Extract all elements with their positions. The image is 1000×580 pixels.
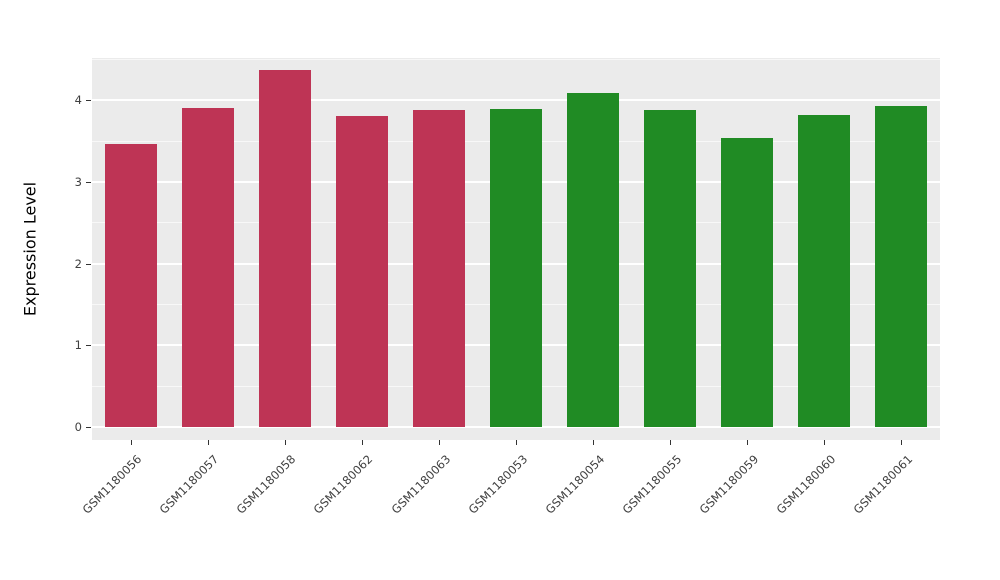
x-tick-label: GSM1180059 bbox=[696, 452, 762, 517]
bar-GSM1180054 bbox=[567, 93, 620, 427]
x-tick-mark bbox=[516, 440, 517, 445]
y-tick-label: 0 bbox=[74, 419, 82, 434]
y-axis-title: Expression Level bbox=[20, 181, 40, 317]
gridline-major bbox=[92, 99, 940, 102]
bar-GSM1180059 bbox=[721, 137, 774, 427]
bar-GSM1180058 bbox=[258, 70, 311, 427]
x-tick-label: GSM1180060 bbox=[773, 452, 839, 517]
x-tick-mark bbox=[361, 440, 363, 445]
plot-panel bbox=[92, 58, 940, 440]
y-tick-label: 3 bbox=[74, 175, 82, 190]
gridline-major bbox=[92, 425, 940, 428]
x-tick-mark bbox=[901, 440, 903, 445]
bar-GSM1180062 bbox=[335, 115, 388, 427]
x-tick-mark bbox=[438, 440, 440, 445]
x-tick-label: GSM1180061 bbox=[850, 452, 916, 517]
bar-GSM1180053 bbox=[490, 108, 542, 427]
bar-GSM1180056 bbox=[104, 143, 157, 427]
bar-GSM1180057 bbox=[181, 107, 234, 427]
x-tick-label: GSM1180058 bbox=[234, 452, 299, 517]
x-tick-mark bbox=[284, 440, 286, 445]
y-tick-label: 4 bbox=[74, 93, 82, 108]
x-tick-label: GSM1180063 bbox=[388, 452, 453, 517]
y-tick-mark bbox=[86, 182, 91, 184]
x-tick-mark bbox=[593, 440, 595, 445]
bar-GSM1180063 bbox=[412, 110, 465, 427]
y-tick-mark bbox=[86, 426, 91, 428]
x-tick-mark bbox=[130, 440, 132, 445]
y-tick-mark bbox=[86, 345, 91, 347]
y-tick-label: 1 bbox=[74, 338, 82, 353]
x-tick-label: GSM1180053 bbox=[465, 452, 530, 517]
gridline-minor bbox=[92, 59, 940, 61]
y-tick-mark bbox=[86, 100, 91, 102]
x-tick-mark bbox=[747, 440, 749, 445]
x-tick-mark bbox=[207, 440, 209, 445]
bar-GSM1180061 bbox=[875, 106, 928, 427]
y-tick-mark bbox=[86, 263, 91, 265]
x-tick-label: GSM1180056 bbox=[79, 452, 145, 517]
x-tick-label: GSM1180062 bbox=[311, 452, 376, 517]
bar-GSM1180060 bbox=[798, 115, 851, 427]
x-tick-label: GSM1180057 bbox=[156, 452, 222, 517]
x-tick-label: GSM1180055 bbox=[619, 452, 685, 517]
bar-GSM1180055 bbox=[644, 110, 697, 427]
x-tick-mark bbox=[670, 440, 672, 445]
x-tick-mark bbox=[824, 440, 826, 445]
y-tick-label: 2 bbox=[74, 256, 82, 271]
x-tick-label: GSM1180054 bbox=[542, 452, 607, 517]
